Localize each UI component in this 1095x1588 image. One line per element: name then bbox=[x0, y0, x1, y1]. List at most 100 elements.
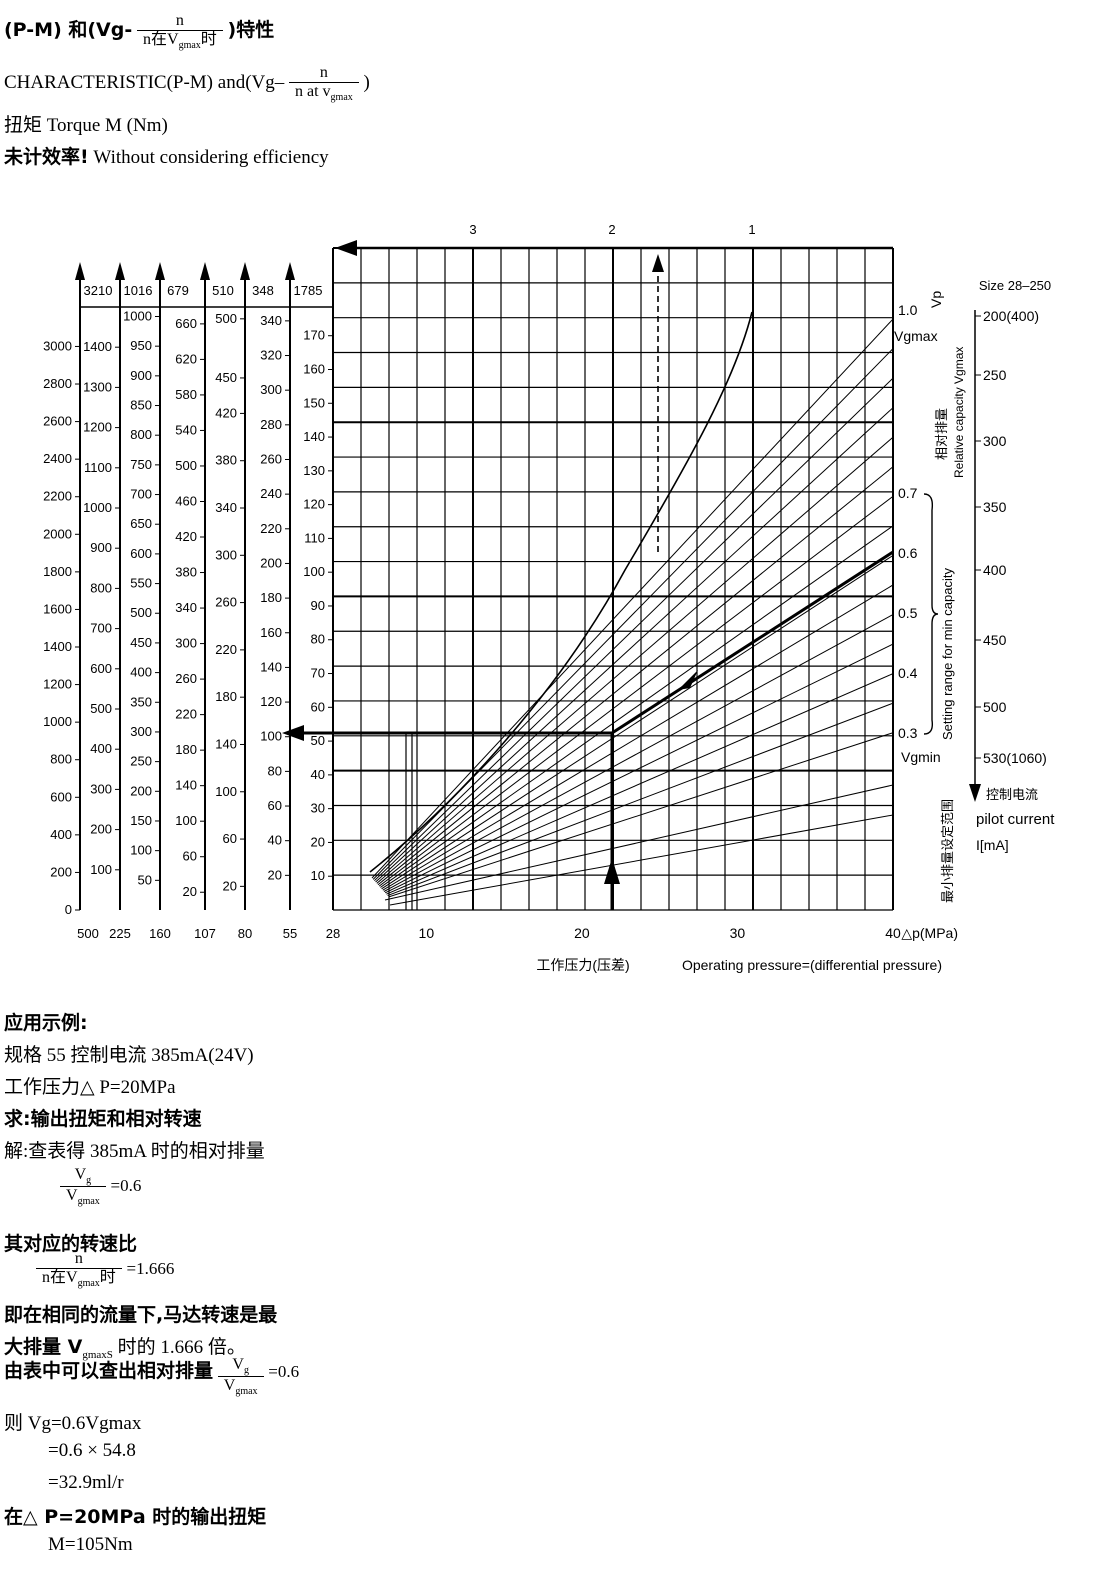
example-frac1-num-sub: g bbox=[86, 1175, 92, 1187]
left-scale-tick-label: 600 bbox=[90, 661, 112, 676]
left-scale-tick-label: 20 bbox=[311, 834, 325, 849]
left-scale-tick-label: 600 bbox=[50, 789, 72, 804]
example-frac3-num-sub: g bbox=[243, 1365, 249, 1377]
left-scale-tick-label: 500 bbox=[130, 605, 152, 620]
left-scale-tick-label: 100 bbox=[90, 862, 112, 877]
example-frac3-den-sub: gmax bbox=[235, 1386, 258, 1398]
example-title: 应用示例: bbox=[4, 1012, 88, 1034]
left-scale-tick-label: 300 bbox=[175, 636, 197, 651]
left-scale-tick-label: 1000 bbox=[123, 308, 152, 323]
ratio-line bbox=[378, 495, 894, 887]
left-scale-top-label: 1785 bbox=[294, 283, 323, 298]
left-scale-tick-label: 50 bbox=[311, 733, 325, 748]
left-scale-tick-label: 40 bbox=[311, 767, 325, 782]
left-scale-tick-label: 30 bbox=[311, 801, 325, 816]
header-line2-left: CHARACTERISTIC(P-M) and(Vg– bbox=[4, 71, 285, 93]
example-frac3-num-text: V bbox=[232, 1356, 244, 1373]
left-scale-tick-label: 100 bbox=[215, 784, 237, 799]
left-scale-tick-label: 80 bbox=[311, 632, 325, 647]
left-scale-tick-label: 460 bbox=[175, 493, 197, 508]
left-scale-tick-label: 240 bbox=[260, 486, 282, 501]
ratio-label-0.4: 0.4 bbox=[898, 665, 918, 681]
example-frac1-value: =0.6 bbox=[110, 1176, 142, 1196]
example-line-2: 工作压力△ P=20MPa bbox=[4, 1077, 176, 1098]
x-label-cn: 工作压力(压差) bbox=[536, 957, 629, 973]
left-scale-tick-label: 1800 bbox=[43, 564, 72, 579]
example-line-1: 规格 55 控制电流 385mA(24V) bbox=[4, 1045, 254, 1066]
example-line7-sub: gmaxS bbox=[82, 1348, 113, 1361]
left-scale-tick-label: 420 bbox=[215, 405, 237, 420]
example-frac2: n n在Vgmax时 bbox=[36, 1250, 122, 1289]
left-scale-tick-label: 0 bbox=[65, 902, 72, 917]
left-scale-tick-label: 60 bbox=[183, 849, 197, 864]
left-scale-tick-label: 180 bbox=[215, 689, 237, 704]
left-scale-arrow bbox=[285, 262, 295, 280]
left-scale-tick-label: 280 bbox=[260, 417, 282, 432]
pilot-current-label: 450 bbox=[983, 632, 1007, 648]
top-number-2: 2 bbox=[608, 222, 615, 237]
header-line2-right: ) bbox=[363, 71, 370, 93]
header-frac1-den-tail: 时 bbox=[200, 30, 217, 48]
header-line1-right: )特性 bbox=[227, 18, 275, 41]
header-frac2-num: n bbox=[319, 64, 328, 81]
left-scale-tick-label: 300 bbox=[130, 724, 152, 739]
vp-label: Vp bbox=[928, 291, 944, 308]
example-frac2-value: =1.666 bbox=[126, 1258, 175, 1278]
example-frac2-den-text: n在V bbox=[42, 1268, 78, 1286]
header-fraction-1: n n在Vgmax时 bbox=[137, 12, 223, 51]
left-scale-tick-label: 800 bbox=[130, 427, 152, 442]
left-scale-tick-label: 260 bbox=[260, 451, 282, 466]
left-scale-tick-label: 1400 bbox=[83, 339, 112, 354]
left-scale-tick-label: 500 bbox=[175, 458, 197, 473]
x-tick-label: 40 bbox=[885, 925, 901, 941]
left-scale-tick-label: 400 bbox=[90, 741, 112, 756]
left-scale-top-label: 3210 bbox=[84, 283, 113, 298]
header-fraction-2: n n at vgmax bbox=[289, 64, 359, 103]
example-line-13: M=105Nm bbox=[48, 1534, 133, 1555]
example-ratio-arrow bbox=[678, 670, 698, 690]
left-scale-tick-label: 2800 bbox=[43, 376, 72, 391]
ratio-line bbox=[383, 614, 894, 892]
example-line-9: 则 Vg=0.6Vgmax bbox=[4, 1413, 142, 1434]
example-line8-text: 由表中可以查出相对排量 bbox=[4, 1360, 214, 1382]
header-frac2-den-sub: gmax bbox=[330, 91, 353, 103]
vgmax-label: Vgmax bbox=[894, 328, 938, 344]
left-scale-tick-label: 500 bbox=[215, 311, 237, 326]
left-scale-tick-label: 60 bbox=[223, 831, 237, 846]
top-arrow-head bbox=[335, 240, 357, 256]
left-scale-tick-label: 1000 bbox=[43, 714, 72, 729]
setting-range-en: Setting range for min capacity bbox=[940, 568, 955, 740]
pilot-current-label: 250 bbox=[983, 367, 1007, 383]
pilot-current-arrow bbox=[969, 784, 981, 802]
left-scale-arrow bbox=[115, 262, 125, 280]
example-frac2-num: n bbox=[36, 1250, 122, 1268]
chart-left-scales: 0 200 400 600 800 1000 1200 1400 1600 1800 2000 220… bbox=[43, 262, 340, 941]
left-scale-tick-label: 160 bbox=[260, 625, 282, 640]
left-scale-tick-label: 450 bbox=[215, 370, 237, 385]
left-scale-tick-label: 420 bbox=[175, 529, 197, 544]
ratio-line bbox=[371, 318, 894, 879]
left-scale-tick-label: 20 bbox=[268, 867, 282, 882]
left-scale-tick-label: 2600 bbox=[43, 414, 72, 429]
x-tick-label: 30 bbox=[730, 925, 746, 941]
relative-capacity-cn: 相对排量 bbox=[934, 408, 949, 460]
left-scale-arrow bbox=[155, 262, 165, 280]
pilot-current-label: 350 bbox=[983, 499, 1007, 515]
example-frac3-value: =0.6 bbox=[268, 1362, 300, 1381]
example-frac2-den-tail: 时 bbox=[99, 1268, 116, 1286]
left-scale-tick-label: 300 bbox=[215, 547, 237, 562]
header-line-3: 扭矩 Torque M (Nm) bbox=[4, 115, 168, 136]
left-scale-tick-label: 400 bbox=[130, 665, 152, 680]
size-label: 500 bbox=[77, 926, 99, 941]
left-scale-tick-label: 260 bbox=[175, 671, 197, 686]
left-scale-tick-label: 220 bbox=[175, 707, 197, 722]
example-frac1: Vg Vgmax bbox=[60, 1166, 106, 1207]
example-frac2-num-text: n bbox=[74, 1250, 83, 1267]
left-scale-tick-label: 220 bbox=[260, 521, 282, 536]
left-scale-tick-label: 20 bbox=[183, 884, 197, 899]
ratio-line bbox=[374, 377, 894, 882]
left-scale-tick-label: 320 bbox=[260, 348, 282, 363]
example-frac2-den: n在Vgmax时 bbox=[36, 1267, 122, 1289]
left-scale-tick-label: 140 bbox=[175, 778, 197, 793]
example-line-6: 即在相同的流量下,马达转速是最 bbox=[4, 1304, 278, 1326]
